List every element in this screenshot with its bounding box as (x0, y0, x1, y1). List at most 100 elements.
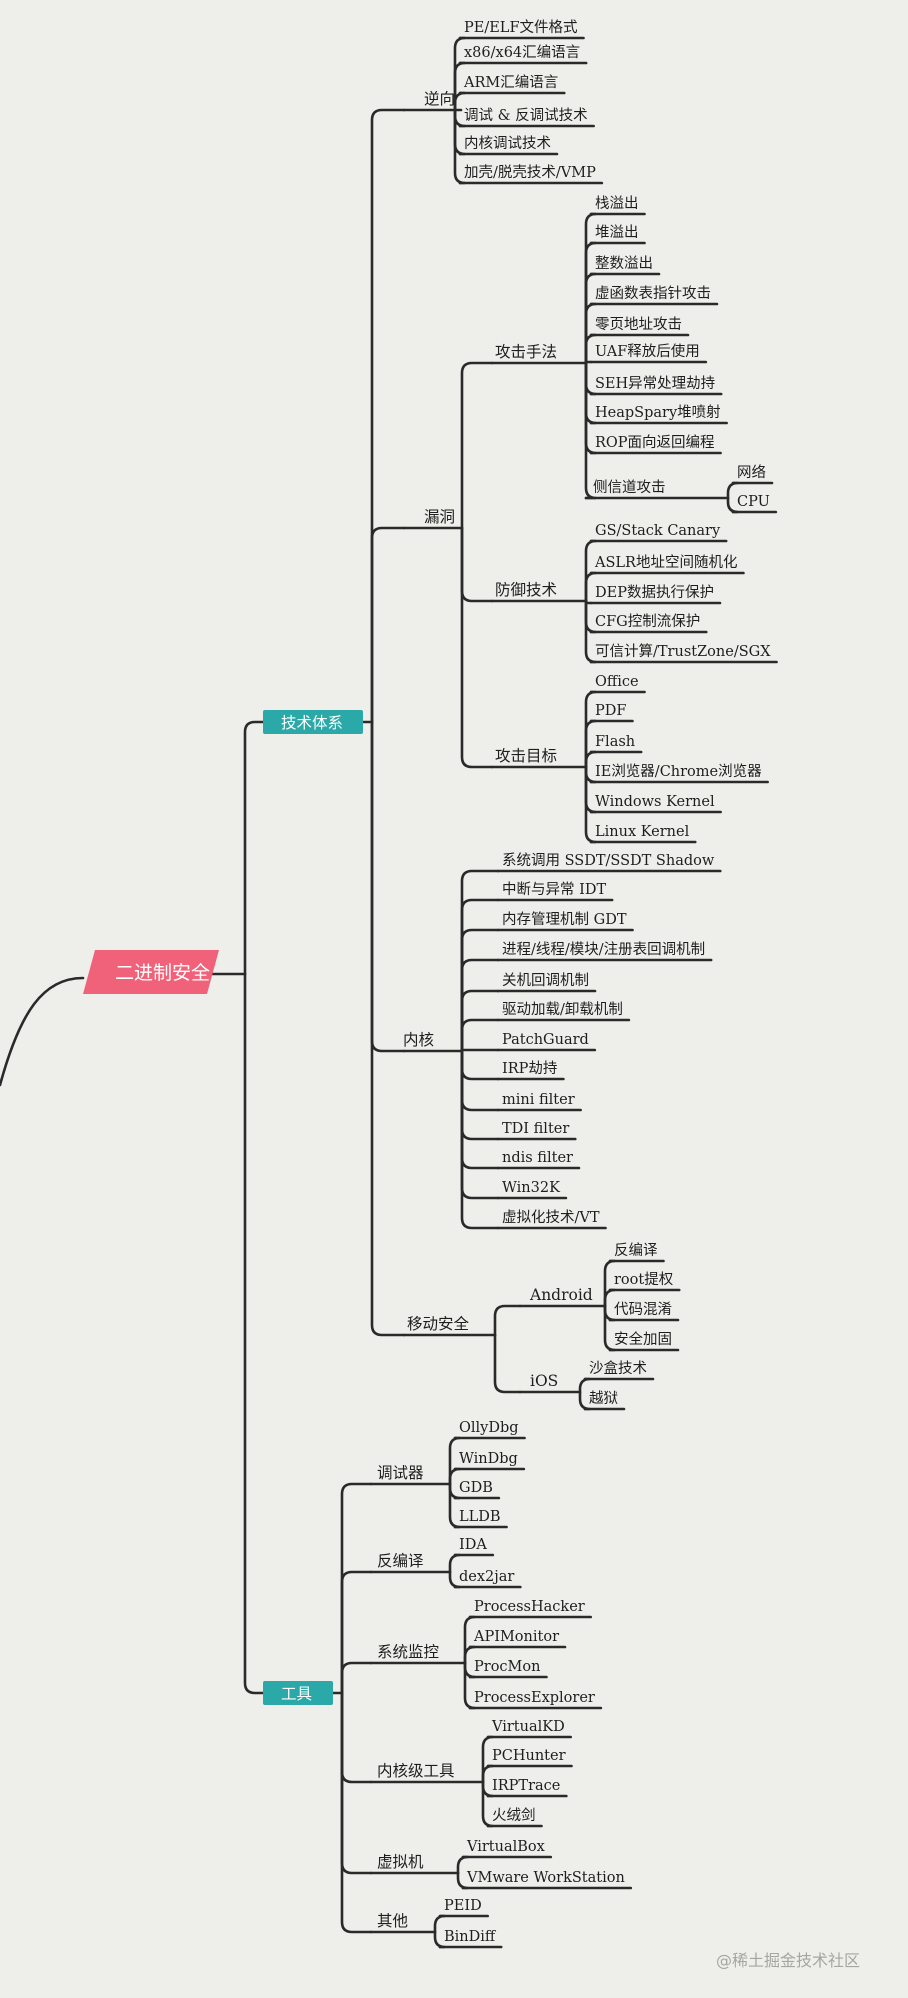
leaf-connector (460, 869, 500, 1053)
leaf-dex2jar: dex2jar (459, 1569, 514, 1585)
leaf-trustzone-sgx: 可信计算/TrustZone/SGX (595, 643, 771, 660)
leaf-bindiff: BinDiff (444, 1929, 497, 1945)
leaf-connector (460, 1049, 500, 1230)
leaf-tdi-filter: TDI filter (502, 1121, 569, 1137)
leaf-virtualkd: VirtualKD (491, 1719, 565, 1735)
mind-map-nodes: 二进制安全 技术体系 逆向 PE/ELF文件格式 x86/x64汇编语言 ARM汇编语言调… (83, 19, 771, 1945)
branch-connector (370, 108, 406, 724)
branch-node: 其他 (377, 1912, 408, 1930)
sub-connector (460, 526, 494, 603)
leaf-ie-chrome: IE浏览器/Chrome浏览器 (595, 763, 762, 780)
leaf-windows-kernel: Windows Kernel (595, 794, 715, 810)
branch-node: 移动安全 (407, 1315, 470, 1333)
branch-node: 漏洞 (424, 508, 455, 526)
branch-connector (340, 1691, 373, 1784)
leaf-connector (460, 1018, 500, 1053)
leaf-office: Office (595, 674, 639, 690)
branch-connector (340, 1482, 373, 1695)
leaf-node: 驱动加载/卸载机制 (502, 1001, 623, 1018)
leaf-idt: 中断与异常 IDT (502, 881, 606, 898)
leaf-ollydbg: OllyDbg (459, 1420, 519, 1436)
leaf-virtualbox: VirtualBox (466, 1839, 545, 1855)
leaf-root: root提权 (614, 1271, 674, 1288)
l1-connector (243, 972, 265, 1695)
branch-connector (370, 526, 406, 724)
leaf-ida: IDA (459, 1537, 487, 1553)
sub-node: 攻击手法 (495, 343, 557, 361)
leaf-connector (460, 989, 500, 1053)
branch-node: 内核 (403, 1031, 434, 1049)
leaf-gdb: GDB (459, 1480, 493, 1496)
leaf-vt: 虚拟化技术/VT (502, 1209, 600, 1226)
branch-connector (370, 720, 406, 1053)
leaf-gs-stack-canary: GS/Stack Canary (595, 523, 721, 539)
leaf-connector (460, 1049, 500, 1141)
l1-label: 工具 (281, 1685, 312, 1703)
branch-connector (370, 720, 406, 1337)
leaf-seh: SEH异常处理劫持 (595, 375, 715, 392)
leaf-connector (460, 928, 500, 1053)
leaf-procmon: ProcMon (474, 1659, 540, 1675)
leaf-irptrace: IRPTrace (492, 1778, 560, 1794)
leaf-apimonitor: APIMonitor (473, 1629, 559, 1645)
leaf-dep: DEP数据执行保护 (595, 584, 714, 601)
l1-label: 技术体系 (281, 714, 343, 732)
sub-connector (493, 1333, 522, 1394)
leaf-patchguard: PatchGuard (502, 1032, 589, 1048)
leaf-pe-elf: PE/ELF文件格式 (464, 19, 578, 36)
l1-connector (243, 720, 265, 976)
leaf-pdf: PDF (595, 703, 626, 719)
leaf-connector (460, 1049, 500, 1112)
leaf-lldb: LLDB (459, 1509, 501, 1525)
leaf-win32k: Win32K (502, 1180, 561, 1196)
sub-connector (460, 361, 494, 530)
branch-node: 内核级工具 (377, 1762, 455, 1780)
sub-android: Android (529, 1286, 593, 1304)
l1-node-node (263, 1681, 333, 1705)
leaf-irp: IRP劫持 (502, 1060, 557, 1077)
branch-node: 逆向 (424, 90, 455, 108)
leaf-cfg: CFG控制流保护 (595, 613, 700, 630)
leaf-node: 侧信道攻击 (593, 479, 666, 496)
leaf-node: 堆溢出 (595, 224, 639, 241)
branch-connector (340, 1661, 373, 1695)
leaf-uaf: UAF释放后使用 (595, 343, 700, 360)
leaf-processhacker: ProcessHacker (474, 1599, 585, 1615)
leaf-rop: ROP面向返回编程 (595, 434, 715, 451)
leaf-heapspary: HeapSpary堆喷射 (595, 404, 721, 421)
leaf-node: 网络 (737, 464, 766, 481)
leaf-aslr: ASLR地址空间随机化 (594, 554, 737, 571)
leaf-node: 关机回调机制 (502, 972, 589, 989)
leaf-node: 反编译 (614, 1242, 658, 1259)
leaf-node: 安全加固 (614, 1330, 672, 1348)
leaf-node: 代码混淆 (614, 1301, 672, 1318)
leaf-flash: Flash (595, 734, 635, 750)
root-node (83, 950, 219, 994)
root-incoming-line (0, 976, 85, 1087)
sub-connector (460, 526, 494, 769)
leaf-ssdt-ssdt-shadow: 系统调用 SSDT/SSDT Shadow (502, 852, 715, 869)
l1-node-node (263, 710, 363, 734)
leaf-linux-kernel: Linux Kernel (595, 824, 690, 840)
leaf-node: 栈溢出 (595, 195, 639, 212)
connector-lines (0, 36, 778, 1949)
leaf-node: 越狱 (589, 1390, 618, 1407)
leaf-node: 沙盒技术 (589, 1360, 647, 1377)
watermark: @稀土掘金技术社区 (716, 1951, 860, 1970)
branch-node: 反编译 (377, 1552, 424, 1570)
leaf-gdt: 内存管理机制 GDT (502, 911, 627, 928)
leaf-peid: PEID (444, 1898, 482, 1914)
branch-connector (340, 1570, 373, 1695)
sub-ios: iOS (530, 1372, 558, 1390)
sub-connector (493, 1304, 522, 1337)
leaf-node: 进程/线程/模块/注册表回调机制 (502, 941, 705, 958)
branch-connector (340, 1691, 373, 1934)
branch-node: 调试器 (377, 1464, 424, 1482)
leaf-node: 调试 & 反调试技术 (464, 107, 588, 124)
leaf-connector (460, 958, 500, 1053)
leaf-mini-filter: mini filter (502, 1092, 575, 1108)
leaf-ndis-filter: ndis filter (502, 1150, 573, 1166)
leaf-processexplorer: ProcessExplorer (474, 1690, 595, 1706)
leaf-connector (460, 1049, 500, 1200)
leaf-connector (460, 898, 500, 1053)
